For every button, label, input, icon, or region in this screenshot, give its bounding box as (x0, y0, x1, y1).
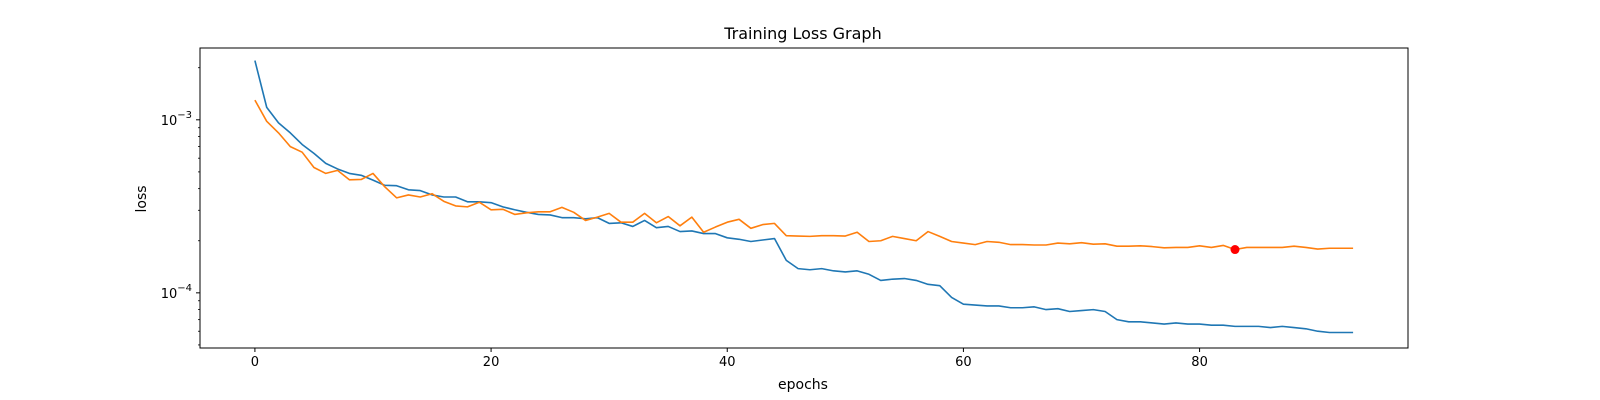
x-tick-label: 80 (1191, 355, 1208, 370)
y-tick-label: 10−3 (161, 110, 192, 129)
x-axis-label: epochs (778, 377, 828, 393)
x-tick-label: 60 (955, 355, 972, 370)
y-axis: 10−3 10−4 (161, 67, 200, 346)
series-line-1 (254, 60, 1354, 334)
x-tick-label: 40 (719, 355, 736, 370)
y-axis-label: loss (134, 185, 150, 212)
y-tick-label: 10−4 (161, 283, 192, 302)
x-axis: 0 20 40 60 80 (251, 348, 1208, 370)
x-tick-label: 0 (251, 355, 259, 370)
best-epoch-marker (1230, 245, 1240, 255)
plot-frame (199, 47, 1409, 349)
x-tick-label: 20 (483, 355, 500, 370)
series-layer (254, 60, 1354, 334)
chart-title: Training Loss Graph (723, 24, 881, 43)
series-line-2 (254, 99, 1354, 251)
